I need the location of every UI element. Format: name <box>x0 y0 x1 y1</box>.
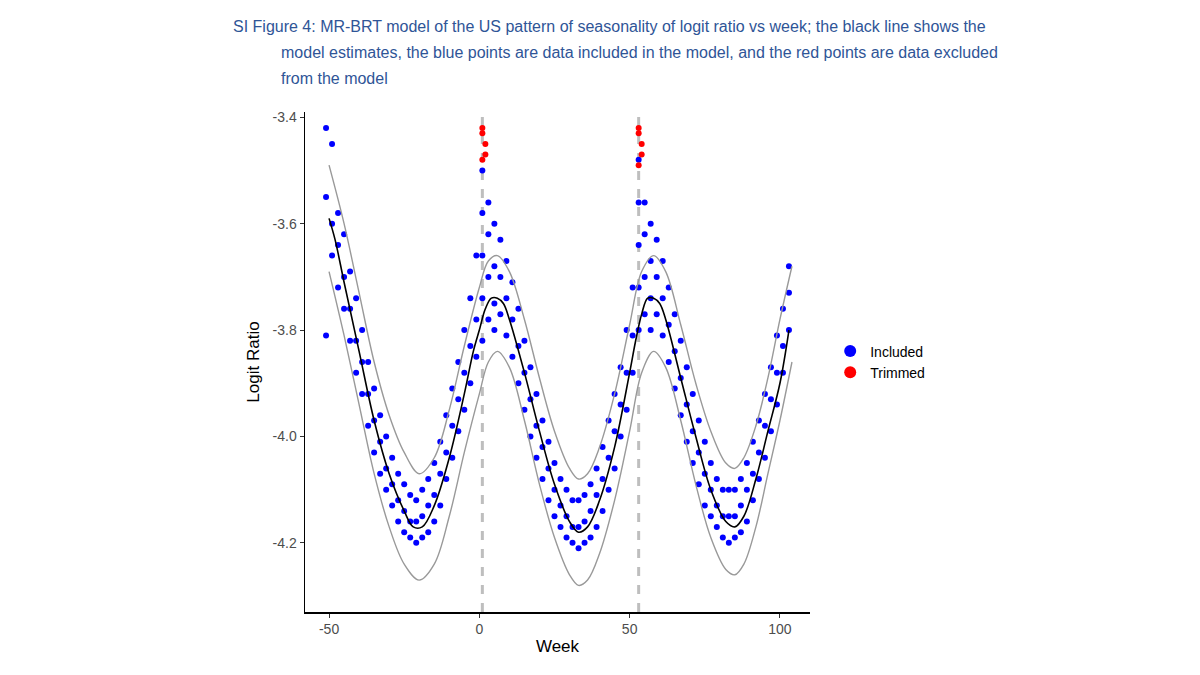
svg-text:Included: Included <box>870 344 923 360</box>
svg-text:50: 50 <box>622 621 638 637</box>
svg-text:Trimmed: Trimmed <box>870 365 925 381</box>
svg-text:-3.4: -3.4 <box>273 109 297 125</box>
svg-text:-3.8: -3.8 <box>273 322 297 338</box>
svg-text:-50: -50 <box>319 621 339 637</box>
svg-text:Logit Ratio: Logit Ratio <box>244 321 263 402</box>
svg-text:100: 100 <box>768 621 792 637</box>
svg-text:0: 0 <box>475 621 483 637</box>
svg-text:-4.0: -4.0 <box>273 428 297 444</box>
html-text:SI Figure 4: MR-BRT model of t: SI Figure 4: MR-BRT model of the US patt… <box>233 18 998 87</box>
svg-text:-3.6: -3.6 <box>273 216 297 232</box>
svg-text:-4.2: -4.2 <box>273 535 297 551</box>
svg-text:Week: Week <box>536 637 580 656</box>
